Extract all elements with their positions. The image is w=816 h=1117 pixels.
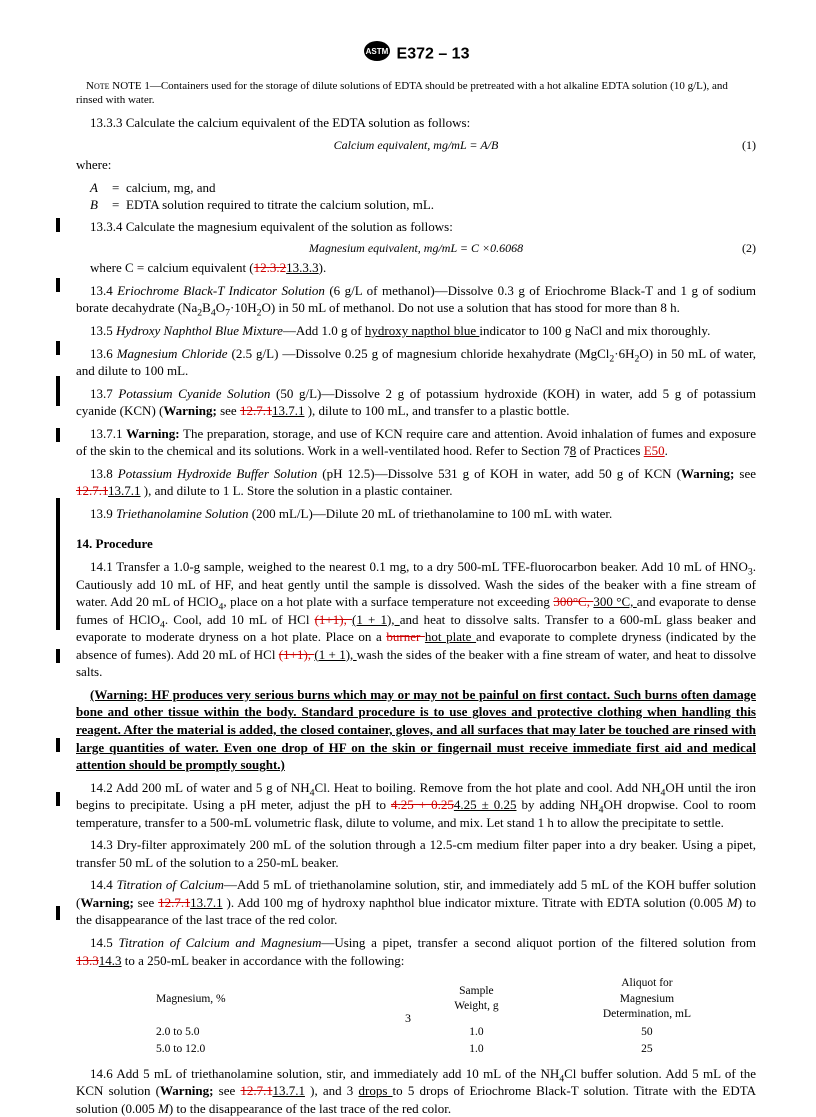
- svg-text:ASTM: ASTM: [365, 47, 388, 56]
- change-bar: [56, 649, 60, 663]
- change-bar: [56, 498, 60, 630]
- change-bar: [56, 341, 60, 355]
- p-14-6: 14.6 Add 5 mL of triethanolamine solutio…: [76, 1065, 756, 1117]
- designation: E372 – 13: [397, 46, 470, 63]
- where-label: where:: [76, 156, 756, 174]
- change-bar: [56, 278, 60, 292]
- page-header: ASTM E372 – 13: [76, 40, 756, 69]
- change-bar: [56, 906, 60, 920]
- p-14-4: 14.4 Titration of Calcium—Add 5 mL of tr…: [76, 876, 756, 929]
- section-14-title: 14. Procedure: [76, 535, 756, 553]
- new-ref: 13.3.3: [286, 260, 319, 275]
- change-bar: [56, 738, 60, 752]
- change-bar: [56, 792, 60, 806]
- p-13-6: 13.6 Magnesium Chloride (2.5 g/L) —Disso…: [76, 345, 756, 380]
- where-B: B=EDTA solution required to titrate the …: [90, 196, 756, 214]
- table-row: 5.0 to 12.01.025: [76, 1041, 756, 1059]
- p-13-9: 13.9 Triethanolamine Solution (200 mL/L)…: [76, 505, 756, 523]
- p-13-4: 13.4 Eriochrome Black-T Indicator Soluti…: [76, 282, 756, 317]
- where-C: where C = calcium equivalent (12.3.213.3…: [76, 259, 756, 277]
- p-14-1-warning: (Warning: HF produces very serious burns…: [76, 686, 756, 774]
- page-number: 3: [0, 1010, 816, 1026]
- change-bar: [56, 428, 60, 442]
- link-e50[interactable]: E50: [644, 443, 665, 458]
- p-13-7-1: 13.7.1 Warning: The preparation, storage…: [76, 425, 756, 460]
- note-1: Note NOTE 1—Containers used for the stor…: [76, 79, 756, 109]
- where-list: A=calcium, mg, and B=EDTA solution requi…: [90, 179, 756, 214]
- where-A: A=calcium, mg, and: [90, 179, 756, 197]
- equation-2: Magnesium equivalent, mg/mL = C ×0.6068 …: [76, 240, 756, 256]
- p-14-1: 14.1 Transfer a 1.0-g sample, weighed to…: [76, 558, 756, 681]
- change-bar: [56, 218, 60, 232]
- p-13-8: 13.8 Potassium Hydroxide Buffer Solution…: [76, 465, 756, 500]
- p-13-3-3: 13.3.3 Calculate the calcium equivalent …: [76, 114, 756, 132]
- p-14-3: 14.3 Dry-filter approximately 200 mL of …: [76, 836, 756, 871]
- p-13-5: 13.5 Hydroxy Naphthol Blue Mixture—Add 1…: [76, 322, 756, 340]
- p-13-3-4: 13.3.4 Calculate the magnesium equivalen…: [76, 218, 756, 236]
- table-row: 2.0 to 5.01.050: [76, 1024, 756, 1042]
- old-ref: 12.3.2: [254, 260, 287, 275]
- p-13-7: 13.7 Potassium Cyanide Solution (50 g/L)…: [76, 385, 756, 420]
- p-14-5: 14.5 Titration of Calcium and Magnesium—…: [76, 934, 756, 969]
- astm-logo: ASTM: [363, 40, 391, 69]
- change-bar: [56, 376, 60, 406]
- equation-1: Calcium equivalent, mg/mL = A/B (1): [76, 137, 756, 153]
- p-14-2: 14.2 Add 200 mL of water and 5 g of NH4C…: [76, 779, 756, 832]
